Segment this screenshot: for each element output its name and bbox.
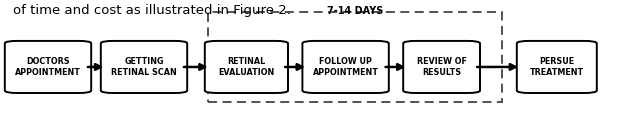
Bar — [208, 12, 502, 102]
Text: 7-14 DAYS: 7-14 DAYS — [327, 6, 383, 16]
Text: REVIEW OF
RESULTS: REVIEW OF RESULTS — [417, 57, 467, 77]
FancyBboxPatch shape — [205, 41, 288, 93]
FancyBboxPatch shape — [101, 41, 187, 93]
Text: RETINAL
EVALUATION: RETINAL EVALUATION — [218, 57, 275, 77]
FancyBboxPatch shape — [303, 41, 389, 93]
Text: PERSUE
TREATMENT: PERSUE TREATMENT — [530, 57, 584, 77]
Text: FOLLOW UP
APPOINTMENT: FOLLOW UP APPOINTMENT — [313, 57, 378, 77]
Text: of time and cost as illustrated in Figure 2.: of time and cost as illustrated in Figur… — [13, 4, 291, 17]
FancyBboxPatch shape — [4, 41, 92, 93]
Text: GETTING
RETINAL SCAN: GETTING RETINAL SCAN — [111, 57, 177, 77]
Text: DOCTORS
APPOINTMENT: DOCTORS APPOINTMENT — [15, 57, 81, 77]
FancyBboxPatch shape — [403, 41, 480, 93]
FancyBboxPatch shape — [517, 41, 596, 93]
